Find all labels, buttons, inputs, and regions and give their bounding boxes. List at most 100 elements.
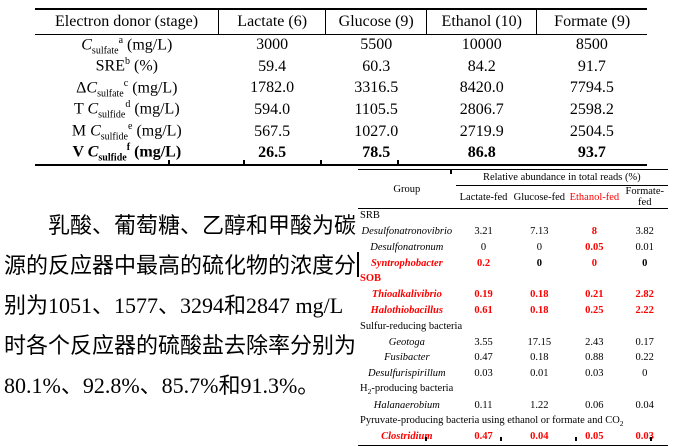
- cell-value: 8500: [575, 36, 608, 54]
- section-row: SRB: [358, 209, 668, 225]
- value-cell: 0.03: [585, 368, 604, 380]
- paragraph-line: 时各个反应器的硫酸盐去除率分别为: [4, 333, 357, 358]
- cell-value: 2504.5: [569, 122, 614, 140]
- cell-value: 1027.0: [354, 122, 399, 140]
- electron-donor-table[interactable]: Electron donor (stage) Lactate (6) Gluco…: [35, 8, 647, 166]
- value-cell: 0.01: [635, 241, 654, 253]
- donor-header-cell: Glucose (9): [325, 9, 427, 35]
- row-label: SREb (%): [95, 56, 158, 75]
- row-label: T Csulfided (mg/L): [73, 99, 180, 121]
- column-tick: [575, 437, 577, 441]
- section-row: H2-producing bacteria: [358, 382, 668, 398]
- abundance-table[interactable]: Group Relative abundance in total reads …: [358, 169, 668, 446]
- genus-row: Halanaerobium 0.11 1.22 0.06 0.04: [358, 398, 668, 414]
- cell-value: 59.4: [258, 57, 287, 75]
- column-tick: [320, 160, 322, 164]
- genus-row: Syntrophobacter 0.2 0 0 0: [358, 256, 668, 272]
- row-label: M Csulfidee (mg/L): [71, 120, 182, 143]
- section-row: Sulfur-reducing bacteria: [358, 319, 668, 335]
- column-header-cell: Formate-fed: [621, 185, 668, 209]
- cell-value: 567.5: [254, 122, 291, 140]
- value-cell: 0.47: [474, 352, 493, 364]
- paragraph-line: 源的反应器中最高的硫化物的浓度分: [4, 246, 360, 286]
- genus-label: Geotoga: [388, 336, 425, 348]
- cell-value: 84.2: [467, 57, 496, 75]
- cell-value: 594.0: [254, 101, 291, 118]
- text-cursor: [357, 252, 360, 277]
- value-cell: 7.13: [530, 225, 549, 237]
- cell-value: 91.7: [577, 57, 606, 75]
- row-label: V Csulfidef (mg/L): [72, 142, 182, 164]
- column-tick: [397, 160, 399, 164]
- value-cell: 0.2: [476, 257, 491, 269]
- genus-row: Geotoga 3.55 17.15 2.43 0.17: [358, 335, 668, 351]
- genus-label: Desulfonatronovibrio: [361, 225, 453, 237]
- value-cell: 0.47: [474, 431, 493, 443]
- paragraph-line: 别为1051、1577、3294和2847 mg/L: [4, 293, 344, 318]
- column-tick: [500, 437, 502, 441]
- donor-header-cell: Formate (9): [536, 9, 647, 35]
- cell-value: 2806.7: [459, 101, 504, 118]
- value-cell: 0: [642, 368, 648, 380]
- value-cell: 2.22: [635, 304, 654, 316]
- donor-header-cell: Lactate (6): [218, 9, 326, 35]
- value-cell: 0.03: [474, 368, 493, 380]
- row-label: Csulfatea (mg/L): [81, 34, 173, 57]
- value-cell: 0.22: [635, 352, 654, 364]
- section-label: SRB: [360, 210, 380, 222]
- group-header-cell: Group: [358, 169, 456, 209]
- genus-label: Fusibacter: [384, 352, 430, 364]
- value-cell: 0.05: [585, 241, 604, 253]
- genus-label: Thioalkalivibrio: [371, 289, 442, 301]
- paragraph-line: 80.1%、92.8%、85.7%和91.3%。: [4, 373, 320, 398]
- value-cell: 3.21: [474, 225, 493, 237]
- genus-row: Halothiobacillus 0.61 0.18 0.25 2.22: [358, 303, 668, 319]
- value-cell: 3.82: [635, 225, 654, 237]
- donor-header-cell: Ethanol (10): [426, 9, 537, 35]
- cell-value: 10000: [461, 36, 502, 54]
- value-cell: 0.03: [635, 431, 654, 443]
- genus-label: Desulfonatronum: [370, 241, 444, 253]
- cell-value: 93.7: [577, 144, 606, 162]
- donor-table-row: V Csulfidef (mg/L) 26.5 78.5 86.8 93.7: [35, 142, 647, 165]
- column-tick: [650, 437, 652, 441]
- value-cell: 0: [536, 241, 542, 253]
- value-cell: 0.01: [530, 368, 549, 380]
- cell-value: 5500: [360, 36, 393, 54]
- genus-label: Syntrophobacter: [370, 257, 443, 269]
- section-row: Pyruvate-producing bacteria using ethano…: [358, 414, 668, 430]
- genus-row: Desulfonatronovibrio 3.21 7.13 8 3.82: [358, 224, 668, 240]
- value-cell: 0.61: [474, 304, 493, 316]
- section-label: Sulfur-reducing bacteria: [360, 320, 463, 332]
- value-cell: 8: [591, 225, 597, 237]
- column-tick: [243, 160, 245, 164]
- value-cell: 0.18: [530, 289, 549, 301]
- chinese-paragraph[interactable]: 乳酸、葡萄糖、乙醇和甲酸为碳 源的反应器中最高的硫化物的浓度分 别为1051、1…: [4, 206, 360, 406]
- cell-value: 8420.0: [459, 79, 504, 97]
- column-tick: [450, 170, 452, 174]
- value-cell: 0.18: [530, 352, 549, 364]
- value-cell: 0.04: [635, 399, 654, 411]
- genus-label: Halanaerobium: [373, 399, 440, 411]
- cell-value: 86.8: [467, 144, 496, 162]
- column-header-cell: Ethanol-fed: [567, 185, 622, 209]
- value-cell: 17.15: [527, 336, 552, 348]
- paragraph-line: 乳酸、葡萄糖、乙醇和甲酸为碳: [48, 213, 357, 238]
- section-row: SOB: [358, 272, 668, 288]
- column-header-cell: Glucose-fed: [511, 185, 568, 209]
- value-cell: 3.55: [474, 336, 493, 348]
- donor-table-row: ΔCsulfatec (mg/L) 1782.0 3316.5 8420.0 7…: [35, 78, 647, 100]
- section-label: H2-producing bacteria: [360, 383, 454, 397]
- value-cell: 0: [591, 257, 597, 269]
- column-header-cell: Lactate-fed: [455, 185, 512, 209]
- genus-row: Desulfurispirillum 0.03 0.01 0.03 0: [358, 366, 668, 382]
- value-cell: 0.18: [530, 304, 549, 316]
- cell-value: 2598.2: [569, 101, 614, 118]
- abundance-subheader-row: Lactate-fed Glucose-fed Ethanol-fed Form…: [358, 185, 668, 209]
- genus-label: Clostridium: [381, 431, 433, 443]
- value-cell: 0: [480, 241, 487, 253]
- column-tick: [168, 160, 170, 164]
- value-cell: 0: [536, 257, 542, 269]
- value-cell: 2.82: [635, 289, 654, 301]
